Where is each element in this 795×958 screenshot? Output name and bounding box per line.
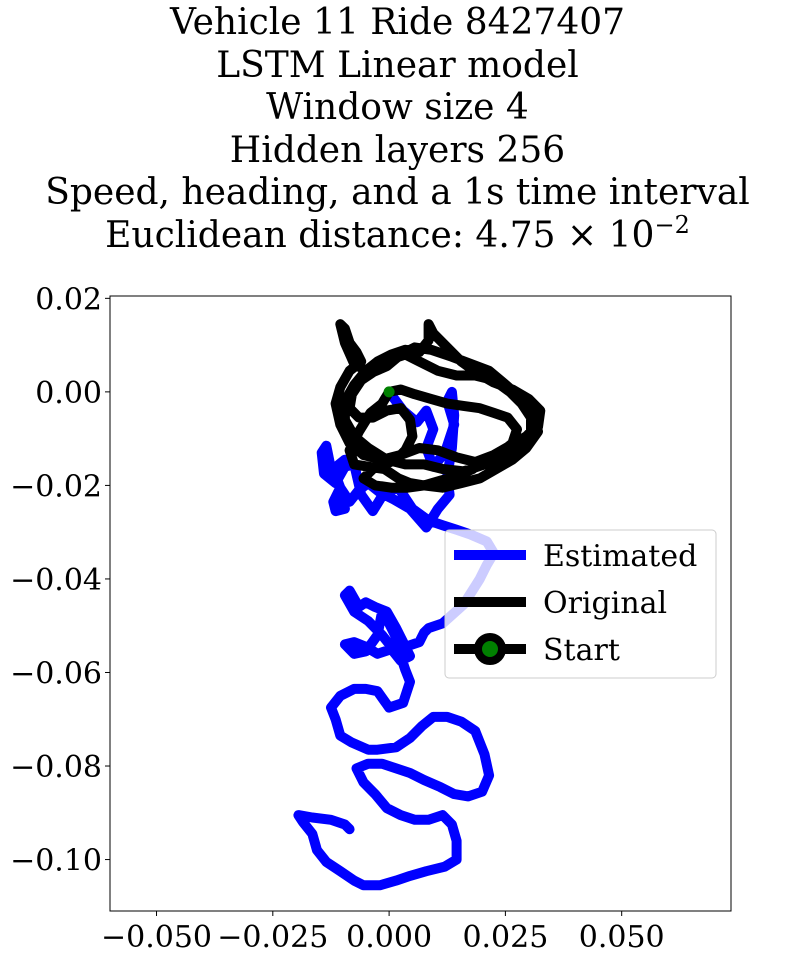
title-line-model: LSTM Linear model	[216, 44, 579, 86]
axes-layer: −0.050 −0.025 0.000 0.025 0.050 0.02 0.00 −0.02…	[10, 282, 665, 955]
legend-marker-start	[474, 633, 506, 665]
title-line-features: Speed, heading, and a 1s time interval	[45, 172, 750, 213]
legend-label-start: Start	[543, 633, 620, 668]
x-tick-label: −0.025	[217, 920, 328, 955]
legend-box	[444, 529, 717, 679]
series-line-estimated	[293, 386, 499, 891]
y-tick-label: −0.04	[10, 563, 102, 598]
distance-times: ×	[567, 214, 598, 256]
y-tick-label: 0.02	[35, 282, 102, 317]
distance-prefix: Euclidean distance:	[105, 214, 476, 256]
start-point-marker	[383, 386, 395, 398]
y-tick-label: −0.08	[10, 750, 102, 785]
y-tick-label: −0.06	[10, 656, 102, 691]
series-line-original	[330, 319, 546, 493]
chart-title: Vehicle 11 Ride 8427407 LSTM Linear mode…	[0, 2, 795, 257]
title-line-vehicle: Vehicle 11 Ride 8427407	[169, 2, 626, 43]
distance-base: 10	[608, 214, 655, 256]
plot-frame	[109, 295, 732, 912]
legend-label-estimated: Estimated	[543, 539, 697, 574]
distance-mantissa: 4.75	[475, 214, 556, 256]
y-tick-label: 0.00	[35, 376, 102, 411]
x-tick-label: −0.050	[101, 920, 212, 955]
title-line-window: Window size 4	[266, 87, 529, 128]
x-tick-label: 0.050	[579, 920, 665, 955]
x-tick-label: 0.000	[346, 920, 432, 955]
title-line-hidden: Hidden layers 256	[229, 129, 566, 171]
series-layer	[293, 319, 546, 891]
y-tick-label: −0.10	[10, 844, 102, 879]
x-tick-label: 0.025	[462, 920, 548, 955]
legend-label-original: Original	[543, 586, 667, 621]
legend: Estimated Original Start	[444, 529, 717, 679]
y-tick-label: −0.02	[10, 469, 102, 504]
distance-exponent: −2	[654, 210, 690, 239]
title-line-distance: Euclidean distance: 4.75 × 10−2	[0, 213, 795, 258]
